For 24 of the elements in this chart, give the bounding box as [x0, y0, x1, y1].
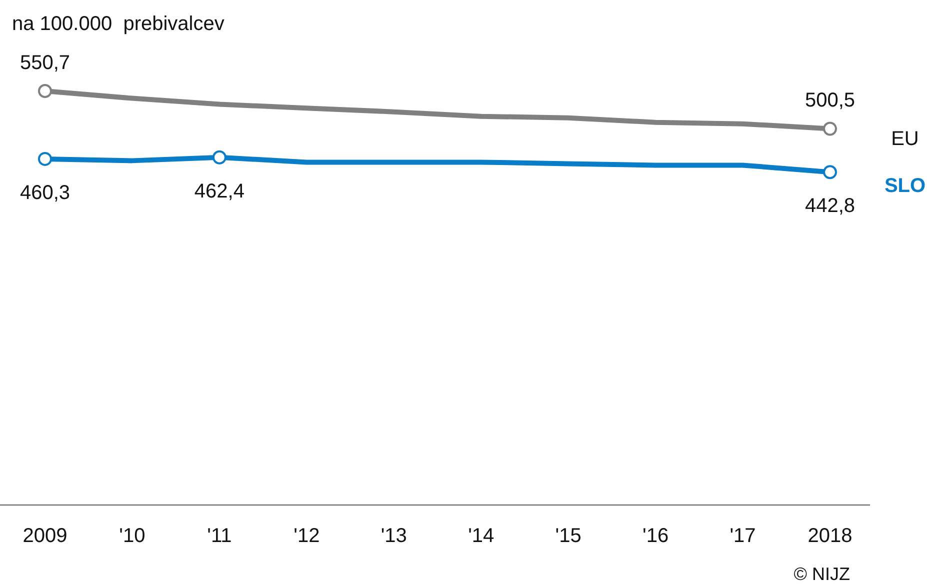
x-tick-label: '14: [468, 525, 494, 547]
x-tick-label: 2018: [808, 525, 852, 547]
point: [823, 122, 837, 136]
x-tick-label: '17: [730, 525, 756, 547]
y-axis-title: na 100.000 prebivalcev: [12, 13, 224, 35]
text: SLO: [884, 175, 926, 197]
x-tick-label: '13: [380, 525, 407, 547]
x-tick-label: '16: [642, 525, 669, 547]
point: [38, 152, 52, 166]
point: [823, 165, 837, 180]
x-tick-label: '15: [555, 525, 582, 547]
x-tick-label: '10: [119, 525, 146, 547]
data-label: 500,5: [804, 90, 856, 112]
text: © NIJZ: [794, 564, 850, 584]
data-label: 550,7: [20, 52, 70, 74]
x-tick-label: 2009: [22, 525, 68, 547]
data-label: 442,8: [804, 195, 856, 218]
point: [38, 84, 52, 98]
data-label: 460,3: [20, 182, 70, 204]
point: [212, 150, 226, 164]
x-tick-label: '11: [207, 525, 232, 547]
text: EU: [891, 128, 919, 150]
x-tick-label: '12: [294, 525, 320, 547]
data-label: 462,4: [194, 180, 244, 202]
